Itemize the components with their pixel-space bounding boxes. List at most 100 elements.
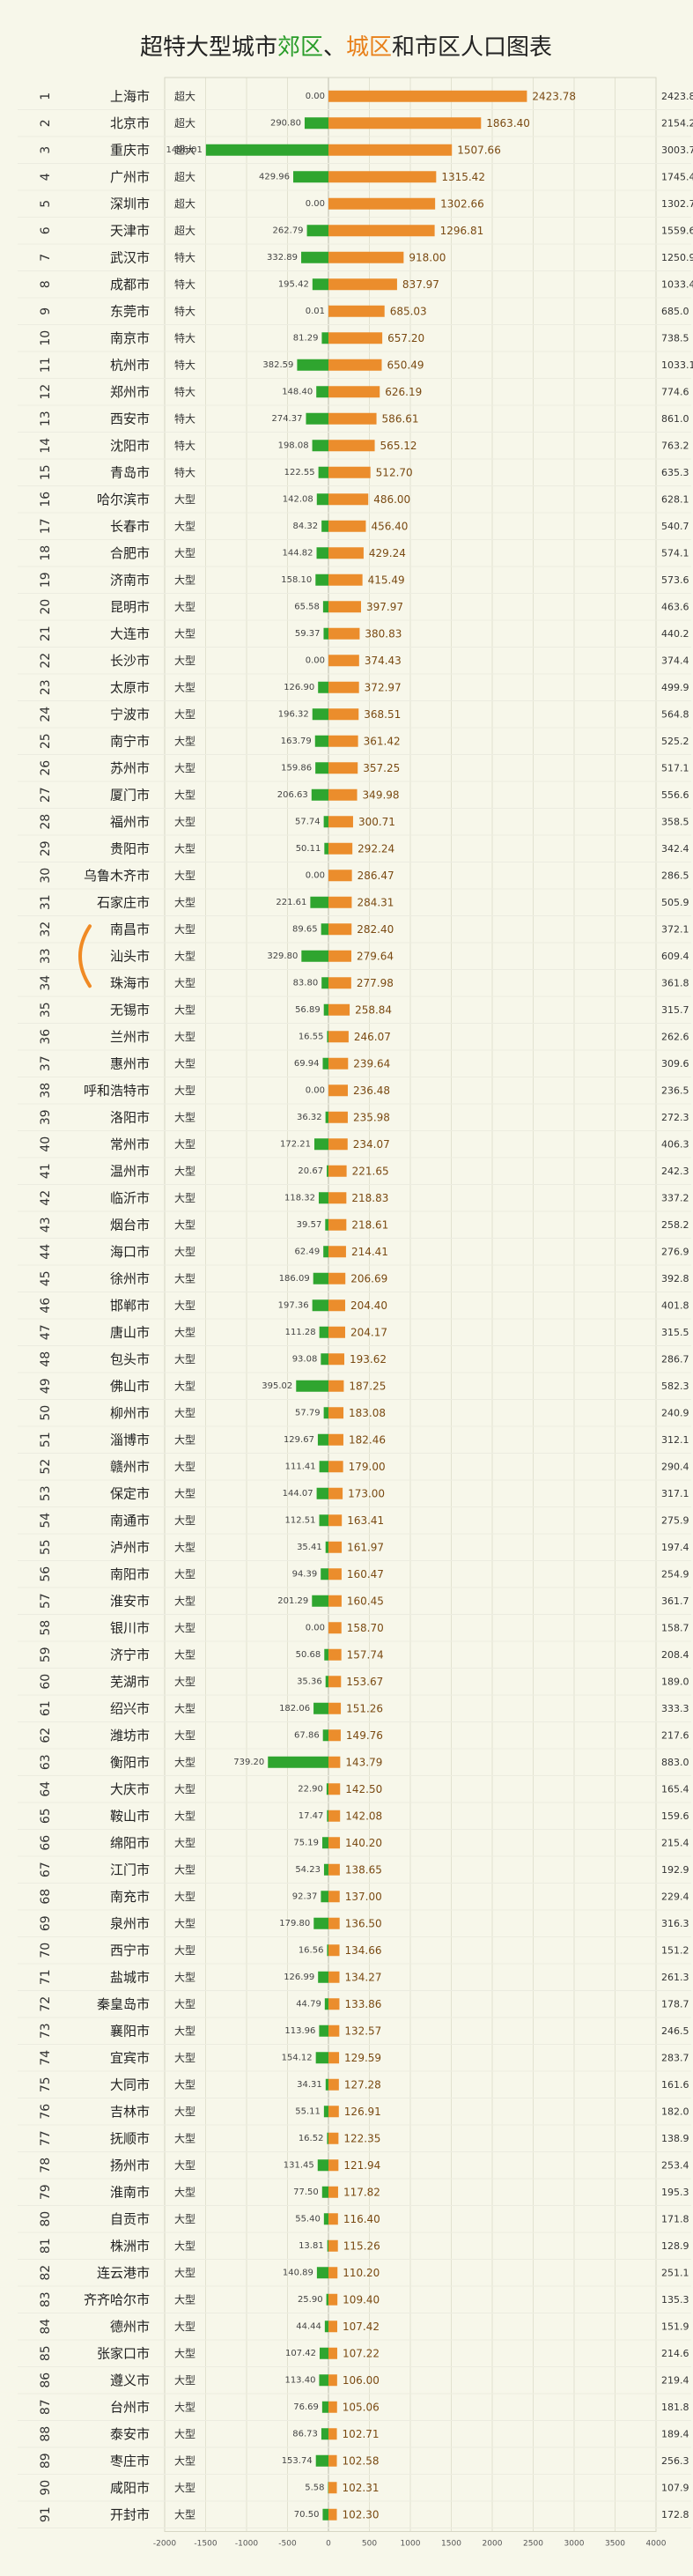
urban-bar xyxy=(328,842,353,855)
suburb-bar xyxy=(324,1998,328,2010)
class-label: 大型 xyxy=(174,493,195,506)
suburb-value-label: 57.79 xyxy=(295,1408,321,1418)
total-value-label: 165.4 xyxy=(661,1783,689,1795)
city-label: 哈尔滨市 xyxy=(97,492,150,507)
table-row: 7 武汉市 特大 332.89 918.00 1250.9 xyxy=(18,249,693,271)
city-label: 德州市 xyxy=(110,2319,150,2335)
suburb-value-label: 195.42 xyxy=(278,279,309,289)
rank-label: 84 xyxy=(39,2319,53,2335)
rank-label: 28 xyxy=(39,814,53,830)
urban-bar xyxy=(328,1998,340,2010)
rank-label: 48 xyxy=(39,1351,53,1367)
table-row: 16 哈尔滨市 大型 142.08 486.00 628.1 xyxy=(18,492,691,514)
urban-value-label: 109.40 xyxy=(343,2293,380,2306)
city-label: 佛山市 xyxy=(110,1378,150,1394)
total-value-label: 582.3 xyxy=(661,1381,689,1392)
class-label: 大型 xyxy=(174,1891,195,1903)
urban-value-label: 657.20 xyxy=(387,332,424,344)
rank-label: 79 xyxy=(39,2184,53,2200)
class-label: 特大 xyxy=(174,439,195,452)
total-value-label: 2154.2 xyxy=(661,117,693,129)
suburb-bar xyxy=(312,1595,328,1607)
class-label: 特大 xyxy=(174,331,195,344)
urban-bar xyxy=(328,251,404,263)
suburb-value-label: 179.80 xyxy=(279,1919,310,1928)
urban-bar xyxy=(328,90,527,102)
city-label: 上海市 xyxy=(110,88,150,104)
total-value-label: 358.5 xyxy=(661,816,689,827)
urban-value-label: 361.42 xyxy=(364,735,401,747)
urban-bar xyxy=(328,547,364,559)
urban-value-label: 179.00 xyxy=(349,1461,386,1473)
class-label: 大型 xyxy=(174,2106,195,2118)
class-label: 特大 xyxy=(174,411,195,425)
urban-bar xyxy=(328,1756,341,1768)
plot-frame xyxy=(164,77,657,2532)
urban-bar xyxy=(328,440,375,452)
rank-label: 83 xyxy=(39,2291,53,2307)
rank-label: 58 xyxy=(39,1620,53,1636)
suburb-bar xyxy=(319,1514,328,1527)
suburb-value-label: 107.42 xyxy=(285,2349,316,2358)
rank-label: 20 xyxy=(39,599,53,615)
table-row: 72 秦皇岛市 大型 44.79 133.86 178.7 xyxy=(18,1996,691,2018)
rank-label: 47 xyxy=(39,1324,53,1340)
suburb-value-label: 144.07 xyxy=(283,1489,313,1499)
suburb-value-label: 55.40 xyxy=(295,2214,321,2224)
suburb-bar xyxy=(319,2374,328,2387)
urban-bar xyxy=(328,359,382,371)
total-value-label: 317.1 xyxy=(661,1488,689,1499)
rank-label: 90 xyxy=(39,2480,53,2496)
suburb-value-label: 172.21 xyxy=(280,1139,311,1149)
rank-label: 62 xyxy=(39,1728,53,1743)
suburb-bar xyxy=(319,1326,328,1338)
table-row: 63 衡阳市 大型 739.20 143.79 883.0 xyxy=(18,1754,691,1776)
total-value-label: 1250.9 xyxy=(661,252,693,263)
class-label: 特大 xyxy=(174,250,195,263)
suburb-bar xyxy=(327,1031,328,1043)
table-row: 14 沈阳市 特大 198.08 565.12 763.2 xyxy=(18,438,691,460)
table-row: 22 长沙市 大型 0.00 374.43 374.4 xyxy=(18,653,691,675)
total-value-label: 312.1 xyxy=(661,1434,689,1446)
total-value-label: 392.8 xyxy=(661,1273,689,1284)
urban-value-label: 456.40 xyxy=(371,520,408,532)
urban-value-label: 234.07 xyxy=(353,1138,390,1151)
total-value-label: 440.2 xyxy=(661,628,689,640)
urban-bar xyxy=(328,2159,339,2172)
title-urban: 城区 xyxy=(346,34,392,61)
urban-value-label: 586.61 xyxy=(382,412,419,425)
rank-label: 81 xyxy=(39,2238,53,2254)
rank-label: 4 xyxy=(39,173,53,181)
urban-bar xyxy=(328,2293,338,2306)
suburb-bar xyxy=(205,144,328,156)
class-label: 大型 xyxy=(174,2239,195,2252)
urban-bar xyxy=(328,816,353,828)
suburb-value-label: 22.90 xyxy=(298,1784,323,1794)
suburb-bar xyxy=(318,1971,328,1983)
urban-value-label: 1296.81 xyxy=(440,225,484,237)
city-label: 连云港市 xyxy=(97,2265,150,2281)
suburb-bar xyxy=(326,1783,328,1795)
rank-label: 77 xyxy=(39,2130,53,2146)
city-label: 绍兴市 xyxy=(110,1700,150,1716)
class-label: 大型 xyxy=(174,896,195,908)
rank-label: 66 xyxy=(39,1835,53,1851)
table-row: 43 烟台市 大型 39.57 218.61 258.2 xyxy=(18,1217,691,1239)
urban-value-label: 158.70 xyxy=(347,1622,384,1634)
rank-label: 57 xyxy=(39,1593,53,1609)
suburb-value-label: 81.29 xyxy=(293,333,319,343)
class-label: 大型 xyxy=(174,520,195,532)
urban-bar xyxy=(328,1541,343,1553)
urban-bar xyxy=(328,1111,348,1123)
urban-value-label: 300.71 xyxy=(358,816,395,828)
rank-label: 37 xyxy=(39,1055,53,1071)
total-value-label: 253.4 xyxy=(661,2159,689,2171)
total-value-label: 1033.1 xyxy=(661,359,693,371)
class-label: 大型 xyxy=(174,2374,195,2387)
class-label: 大型 xyxy=(174,1084,195,1097)
table-row: 26 苏州市 大型 159.86 357.25 517.1 xyxy=(18,760,691,782)
urban-value-label: 126.91 xyxy=(344,2106,381,2118)
table-row: 56 南阳市 大型 94.39 160.47 254.9 xyxy=(18,1566,691,1588)
city-label: 太原市 xyxy=(110,679,150,695)
